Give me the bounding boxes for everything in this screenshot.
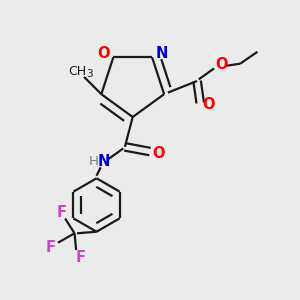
Text: O: O: [215, 58, 228, 73]
Text: H: H: [88, 154, 98, 167]
Text: CH: CH: [68, 65, 86, 78]
Text: O: O: [202, 97, 214, 112]
Text: 3: 3: [86, 69, 93, 80]
Text: O: O: [153, 146, 165, 160]
Text: F: F: [76, 250, 86, 265]
Text: F: F: [46, 240, 56, 255]
Text: O: O: [98, 46, 110, 61]
Text: F: F: [57, 206, 67, 220]
Text: N: N: [98, 154, 110, 169]
Text: N: N: [155, 46, 168, 61]
